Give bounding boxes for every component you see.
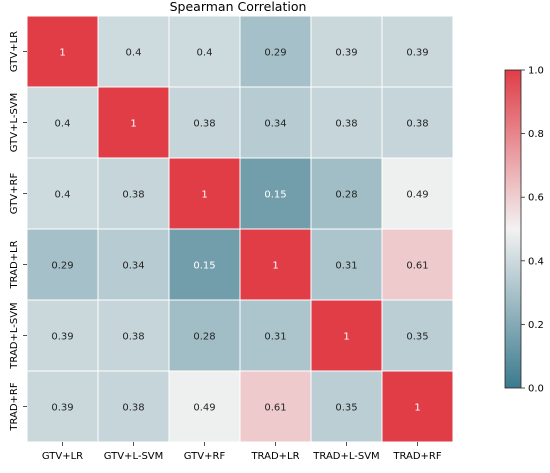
x-tick-label: TRAD+RF [392, 451, 442, 462]
cell-value-label: 0.38 [335, 119, 357, 130]
colorbar-tick-label: 0.4 [528, 256, 544, 267]
heatmap-cell [381, 157, 454, 230]
heatmap-cell [239, 86, 312, 159]
cell-value-label: 0.4 [55, 190, 71, 201]
y-tick-label: TRAD+L-SVM [9, 302, 20, 369]
colorbar-tick-label: 0.8 [528, 129, 544, 140]
heatmap-cell [310, 228, 383, 301]
heatmap-cell [97, 15, 170, 88]
cell-value-label: 0.38 [122, 332, 144, 343]
cell-value-label: 0.28 [193, 332, 215, 343]
cell-value-label: 0.34 [122, 261, 144, 272]
y-axis-tick-labels: GTV+LR GTV+L-SVM GTV+RF TRAD+LR TRAD+L-SVM TR… [9, 31, 27, 432]
cell-value-label: 0.15 [264, 190, 286, 201]
y-tick-label: GTV+LR [9, 31, 20, 72]
colorbar-tick-label: 0.2 [528, 320, 544, 331]
cell-value-label: 0.61 [406, 261, 428, 272]
heatmap-cell [168, 228, 241, 301]
cell-value-label: 0.15 [193, 261, 215, 272]
colorbar: 0.0 0.2 0.4 0.6 0.8 1.0 [504, 66, 544, 395]
chart-title: Spearman Correlation [170, 0, 307, 14]
heatmap-cell [168, 15, 241, 88]
heatmap-cell [239, 15, 312, 88]
heatmap-cell [310, 370, 383, 443]
cell-value-label: 1 [201, 190, 207, 201]
heatmap-cell [26, 299, 99, 372]
y-tick-label: TRAD+RF [9, 382, 20, 432]
cell-value-label: 1 [59, 48, 65, 59]
cell-value-label: 1 [130, 119, 136, 130]
heatmap-cell [310, 299, 383, 372]
x-tick-label: TRAD+LR [250, 451, 299, 462]
heatmap-cell [26, 228, 99, 301]
cell-value-label: 0.49 [406, 190, 428, 201]
cell-value-label: 0.31 [264, 332, 286, 343]
cell-value-label: 0.31 [335, 261, 357, 272]
x-tick-label: GTV+RF [184, 451, 226, 462]
colorbar-gradient [504, 69, 522, 389]
y-tick-label: GTV+L-SVM [9, 93, 20, 153]
cell-value-label: 0.4 [197, 48, 213, 59]
x-tick-label: TRAD+L-SVM [312, 451, 379, 462]
cell-value-label: 0.38 [122, 190, 144, 201]
heatmap-cell [381, 228, 454, 301]
heatmap-cell [239, 228, 312, 301]
cell-value-label: 0.35 [406, 332, 428, 343]
colorbar-tick-label: 0.0 [528, 384, 544, 395]
colorbar-tick-label: 0.6 [528, 193, 544, 204]
heatmap-cell [26, 370, 99, 443]
x-tick-label: GTV+L-SVM [104, 451, 164, 462]
heatmap-cell [97, 86, 170, 159]
cell-value-label: 0.38 [406, 119, 428, 130]
x-axis-tick-labels: GTV+LR GTV+L-SVM GTV+RF TRAD+LR TRAD+L-SVM TR… [42, 442, 442, 462]
cell-value-label: 1 [414, 403, 420, 414]
heatmap-cell [168, 299, 241, 372]
heatmap-cell [310, 157, 383, 230]
y-tick-label: TRAD+LR [9, 240, 20, 289]
cell-value-label: 0.4 [55, 119, 71, 130]
cell-value-label: 0.39 [51, 403, 73, 414]
heatmap-cell [381, 86, 454, 159]
cell-value-label: 1 [343, 332, 349, 343]
heatmap-cell [97, 228, 170, 301]
cell-value-label: 0.39 [335, 48, 357, 59]
heatmap-cell [239, 299, 312, 372]
y-tick-label: GTV+RF [9, 173, 20, 215]
heatmap-cell [381, 370, 454, 443]
cell-value-label: 0.38 [122, 403, 144, 414]
cell-value-label: 0.61 [264, 403, 286, 414]
heatmap-cell [97, 157, 170, 230]
heatmap-cell [239, 157, 312, 230]
colorbar-tick-label: 1.0 [528, 66, 544, 77]
cell-value-label: 0.34 [264, 119, 286, 130]
cell-value-label: 0.35 [335, 403, 357, 414]
cell-value-label: 0.4 [126, 48, 142, 59]
cell-value-label: 0.39 [51, 332, 73, 343]
cell-value-label: 0.39 [406, 48, 428, 59]
cell-value-label: 0.49 [193, 403, 215, 414]
cell-value-label: 1 [272, 261, 278, 272]
cell-value-label: 0.29 [264, 48, 286, 59]
heatmap-cell [381, 15, 454, 88]
cell-value-label: 0.28 [335, 190, 357, 201]
heatmap-cells: 1 0.4 0.4 0.29 0.39 0.39 0.4 1 0.38 0.34 0.38 0.38 0… [26, 15, 454, 443]
x-tick-label: GTV+LR [42, 451, 83, 462]
heatmap-cell [26, 15, 99, 88]
heatmap-cell [381, 299, 454, 372]
cell-value-label: 0.38 [193, 119, 215, 130]
cell-value-label: 0.29 [51, 261, 73, 272]
